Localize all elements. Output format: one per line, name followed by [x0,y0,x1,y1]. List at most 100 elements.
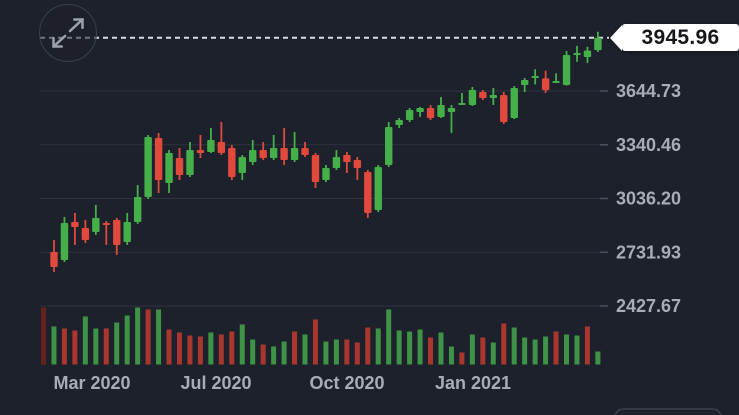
volume-bar [564,334,569,365]
candle-wick [272,135,275,161]
x-axis-label: Jan 2021 [435,373,511,393]
candle-body [594,37,602,51]
volume-bar [166,329,172,365]
candle-body [416,108,424,112]
volume-bar [511,327,517,365]
candle-wick [293,132,296,163]
volume-bar [271,346,277,365]
volume-bar [135,307,141,365]
volume-bar [438,332,444,365]
volume-bar [250,339,256,365]
y-axis-label: 2427.67 [616,296,681,316]
volume-bar [543,336,549,365]
candle-body [60,222,69,260]
candle-body [175,158,184,175]
candle-body [165,153,173,184]
candle-body [353,160,362,169]
candle-wick [461,93,463,105]
volume-bar [114,322,120,365]
volume-bar [344,339,350,365]
last-price-tag: 3945.96 [610,24,739,51]
candle-body [92,217,100,232]
candle-body [322,168,330,180]
y-axis-label: 3644.73 [616,81,681,101]
volume-bar [41,307,46,365]
candle-wick [220,121,223,156]
candle-body [468,90,477,105]
candle-body [405,110,414,120]
candle-wick [356,157,359,180]
candle-body [228,148,236,177]
volume-bar [208,332,214,365]
candle-body [510,88,518,118]
candle-body [332,157,341,169]
candle-body [552,81,560,84]
candle-body [196,150,205,154]
candle-body [113,219,121,245]
candle-body [437,105,445,117]
candle-body [531,75,539,78]
candle-body [541,78,550,91]
volume-bar [61,328,67,365]
volume-bar [187,335,193,365]
candle-body [249,150,257,162]
y-axis-label: 3036.20 [616,189,681,209]
candle-body [301,148,309,156]
candle-body [71,221,79,227]
candle-body [238,157,246,173]
candle-wick [555,73,557,84]
volume-bar [459,352,465,365]
volume-bar [532,339,538,365]
volume-bar [312,319,318,365]
candle-body [500,95,508,122]
candle-wick [345,152,348,173]
candle-body [50,251,58,267]
candle-body [186,150,194,176]
volume-bar [281,341,287,365]
candle-body [364,172,372,213]
candle-body [81,227,90,240]
volume-bar [51,326,57,365]
candle-body [207,140,215,152]
candle-body [489,95,498,98]
volume-bar [229,331,235,365]
bottom-peek-button[interactable] [613,408,723,415]
volume-bar [584,326,590,365]
candle-body [426,108,435,118]
volume-bar [72,330,78,365]
candle-wick [105,220,108,245]
volume-bar [501,323,507,365]
volume-bar [448,346,454,365]
volume-bar [417,329,423,365]
candle-wick [199,135,202,159]
volume-bar [156,309,162,365]
volume-bar [386,309,392,365]
volume-bar [124,315,130,365]
candle-body [269,148,278,159]
volume-bar [396,330,402,365]
candle-wick [283,128,286,166]
volume-bar [553,331,559,365]
volume-bar [428,337,434,365]
y-axis-label: 2731.93 [616,242,681,262]
candle-body [259,150,267,159]
x-axis-label: Jul 2020 [180,373,251,393]
volume-bar [574,335,580,365]
volume-bar [595,351,601,365]
volume-bar [93,328,99,365]
expand-chart-button[interactable] [39,4,97,62]
volume-bar [333,339,339,365]
candle-body [458,102,466,105]
candle-body [154,138,163,180]
volume-bar [176,332,182,365]
candle-body [385,126,393,166]
last-price-value: 3945.96 [622,24,739,51]
volume-bar [302,334,308,365]
volume-bar [82,316,88,365]
volume-bar [197,336,203,365]
volume-bar [292,331,298,365]
x-axis-label: Mar 2020 [53,373,130,393]
expand-icon [52,18,84,48]
